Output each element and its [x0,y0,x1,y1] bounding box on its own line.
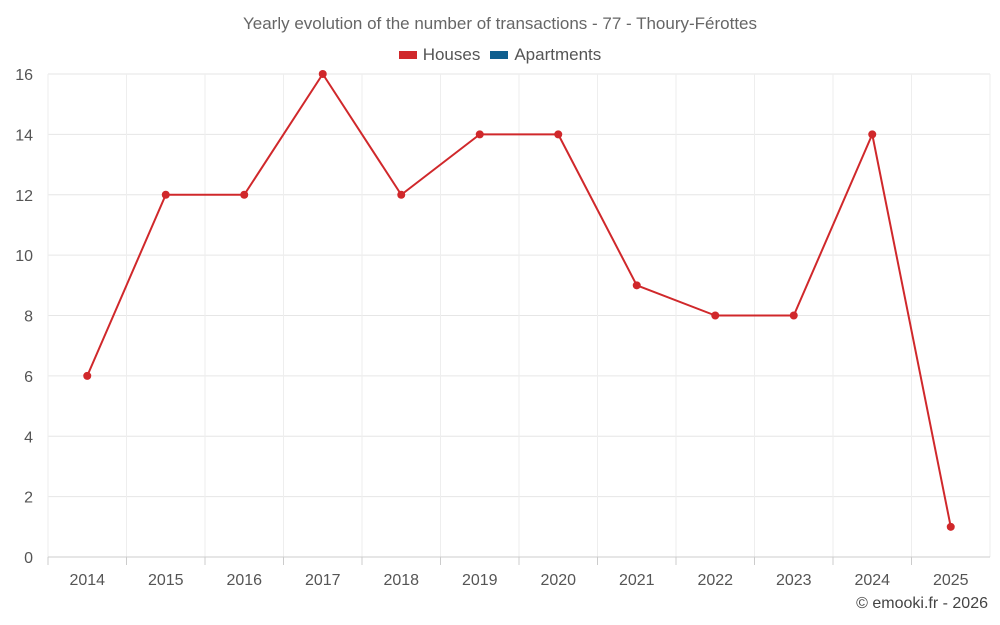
data-point [711,311,720,320]
x-tick-label: 2016 [226,572,262,589]
data-point [868,130,877,139]
y-tick-label: 14 [15,127,33,144]
data-point [397,190,406,199]
x-tick-label: 2022 [697,572,733,589]
data-point [318,70,327,78]
data-point [946,522,955,531]
y-tick-label: 12 [15,188,33,205]
x-tick-label: 2024 [854,572,890,589]
x-tick-label: 2015 [148,572,184,589]
data-point [161,190,170,199]
y-tick-label: 16 [15,67,33,84]
x-tick-label: 2017 [305,572,341,589]
legend-swatch-houses [398,51,417,59]
x-tick-label: 2018 [383,572,419,589]
legend: Houses Apartments [0,45,1000,65]
y-tick-label: 6 [24,369,33,386]
data-point [240,190,249,199]
y-tick-label: 10 [15,248,33,265]
series-line-houses [86,73,952,528]
x-tick-label: 2014 [69,572,105,589]
legend-label-houses: Houses [422,45,481,64]
data-point [83,371,92,380]
x-tick-label: 2020 [540,572,576,589]
legend-item-apartments[interactable]: Apartments [490,45,601,65]
data-point [554,130,563,139]
data-point [632,281,641,290]
legend-swatch-apartments [490,51,509,59]
legend-item-houses[interactable]: Houses [398,45,481,65]
legend-label-apartments: Apartments [514,45,602,64]
chart-title: Yearly evolution of the number of transa… [242,14,758,33]
y-tick-label: 8 [24,309,33,326]
y-tick-label: 4 [24,429,33,446]
y-tick-label: 2 [24,490,33,507]
x-tick-label: 2023 [776,572,812,589]
x-tick-label: 2019 [462,572,498,589]
data-point [475,130,484,139]
x-tick-label: 2025 [933,572,969,589]
data-point [789,311,798,320]
credit: © emooki.fr - 2026 [856,595,988,612]
y-tick-label: 0 [24,550,33,567]
x-tick-label: 2021 [619,572,655,589]
